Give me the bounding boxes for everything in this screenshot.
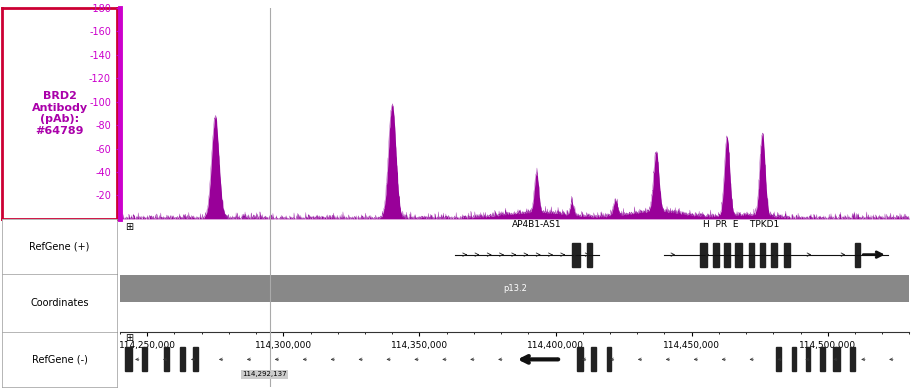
Bar [125,347,133,371]
Bar [714,242,719,267]
Bar [591,347,596,371]
Bar [164,347,169,371]
Bar [749,242,754,267]
Bar [776,347,781,371]
Text: ⊞: ⊞ [125,222,133,232]
Bar [834,347,840,371]
Bar [607,347,611,371]
Bar [820,347,825,371]
Bar [806,347,810,371]
Text: Coordinates: Coordinates [30,298,89,308]
Text: RefGene (-): RefGene (-) [32,354,88,364]
Bar [587,242,592,267]
Bar [578,347,583,371]
Bar [771,242,778,267]
Bar [120,275,909,302]
Bar [194,347,197,371]
Bar [849,347,855,371]
Bar [700,242,707,267]
Text: ⊞: ⊞ [125,333,133,343]
Bar [855,242,860,267]
Bar [142,347,147,371]
Bar [760,242,765,267]
Text: BRD2
Antibody
(pAb):
#64789: BRD2 Antibody (pAb): #64789 [31,91,88,136]
Bar [180,347,186,371]
Bar [735,242,742,267]
Text: RefGene (+): RefGene (+) [29,241,90,251]
Bar [792,347,796,371]
Bar [784,242,790,267]
Bar [724,242,729,267]
Bar [572,242,580,267]
Text: 114,292,137: 114,292,137 [242,371,287,378]
Text: p13.2: p13.2 [503,284,526,293]
Text: H  PR  E    TPKD1: H PR E TPKD1 [703,220,779,229]
Text: AP4B1-AS1: AP4B1-AS1 [512,220,561,229]
